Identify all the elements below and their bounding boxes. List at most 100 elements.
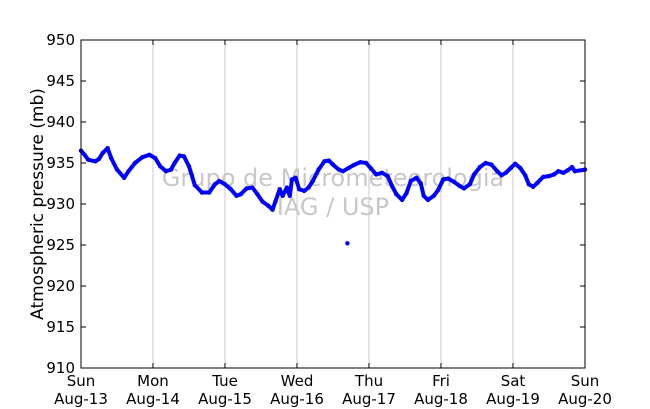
y-tick-label: 915 [46, 318, 75, 336]
data-point [358, 159, 363, 165]
data-point [126, 169, 131, 174]
data-point [394, 191, 399, 197]
data-point [260, 199, 265, 204]
data-point [82, 152, 87, 157]
data-point [96, 156, 102, 162]
data-point [132, 160, 138, 166]
x-tick-label-date: Aug-14 [126, 390, 180, 408]
data-point [293, 175, 298, 180]
data-point [414, 175, 419, 180]
data-point [556, 169, 561, 174]
data-point [302, 188, 307, 194]
data-point [316, 167, 321, 172]
data-point [457, 183, 462, 189]
data-point [399, 197, 405, 203]
data-point [152, 155, 158, 161]
data-point [244, 186, 249, 191]
data-point [284, 185, 290, 190]
y-tick-label: 930 [46, 195, 75, 213]
y-tick-label: 920 [46, 277, 75, 295]
x-tick-label-date: Aug-15 [198, 390, 252, 408]
data-point [105, 146, 110, 151]
data-point [489, 162, 494, 167]
data-point [217, 178, 222, 184]
data-point [280, 193, 285, 198]
data-point [266, 203, 271, 208]
data-point [508, 165, 514, 171]
data-point [418, 181, 424, 186]
data-point [186, 164, 192, 169]
data-point [526, 182, 532, 187]
data-point [109, 155, 114, 161]
watermark: Grupo de Micrometeorologia IAG / USP [162, 164, 504, 221]
data-point [352, 162, 357, 167]
data-point [425, 197, 431, 203]
grid-lines [152, 40, 514, 368]
data-point [551, 172, 557, 177]
data-point [172, 160, 177, 166]
data-point [541, 174, 546, 180]
x-tick-label-day: Sun [571, 372, 600, 390]
y-tick-label: 945 [46, 72, 75, 90]
data-point [238, 191, 244, 197]
data-point [270, 207, 275, 212]
data-point [379, 170, 385, 176]
data-point [330, 162, 336, 167]
x-axis: SunAug-13MonAug-14TueAug-15WedAug-16ThuA… [54, 40, 612, 408]
x-tick-label-date: Aug-19 [486, 390, 540, 408]
data-point [477, 164, 483, 170]
x-tick-label-day: Wed [281, 372, 314, 390]
data-point [346, 165, 352, 171]
y-axis-title: Atmospheric pressure (mb) [28, 88, 48, 320]
data-point [296, 187, 302, 192]
data-point [569, 164, 575, 170]
data-point [565, 168, 570, 173]
data-point [168, 167, 174, 172]
data-point [158, 164, 163, 169]
watermark-line-2: IAG / USP [277, 193, 389, 221]
data-point [140, 155, 145, 160]
data-point [289, 177, 295, 182]
data-point [181, 154, 187, 159]
data-point [93, 159, 98, 164]
data-point [421, 193, 426, 198]
data-point [163, 169, 169, 174]
data-point [435, 187, 441, 193]
data-point [451, 179, 457, 185]
data-point [122, 175, 127, 180]
data-point [255, 191, 260, 197]
x-tick-label-date: Aug-18 [414, 390, 468, 408]
x-tick-label-day: Fri [432, 372, 450, 390]
data-point [310, 178, 316, 184]
data-point [326, 158, 331, 163]
data-point [431, 193, 436, 198]
x-tick-label-date: Aug-17 [342, 390, 396, 408]
y-tick-label: 940 [46, 113, 75, 131]
data-point [389, 183, 395, 189]
data-point [572, 169, 578, 174]
data-point [499, 173, 504, 178]
data-point [368, 166, 374, 171]
x-tick-label-date: Aug-16 [270, 390, 324, 408]
data-point [518, 165, 523, 171]
x-tick-label-day: Sat [501, 372, 526, 390]
data-point [467, 182, 472, 187]
data-point [322, 159, 327, 164]
x-tick-label-day: Mon [137, 372, 169, 390]
data-point [206, 190, 212, 195]
x-tick-label-date: Aug-20 [558, 390, 612, 408]
data-point [86, 157, 91, 162]
y-tick-label: 950 [46, 31, 75, 49]
data-point [336, 167, 341, 172]
data-point [404, 191, 409, 196]
data-point [228, 187, 233, 192]
data-point [512, 161, 518, 167]
data-point [446, 176, 451, 181]
data-point [212, 182, 218, 187]
data-point [340, 169, 346, 174]
outlier-point [345, 241, 350, 246]
x-tick-label-day: Thu [354, 372, 383, 390]
data-point [250, 185, 255, 190]
data-point [494, 169, 500, 174]
